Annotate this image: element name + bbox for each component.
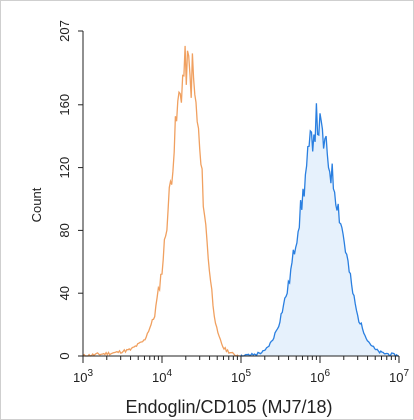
- series-1-area: [241, 103, 399, 356]
- y-tick-label: 40: [57, 286, 72, 300]
- plot-area: [82, 45, 399, 358]
- x-tick-label: 106: [310, 368, 330, 385]
- y-tick-label: 160: [57, 94, 72, 116]
- y-tick-label: 120: [57, 157, 72, 179]
- axes: 0 40 80 120 160 207 103 104 105 106 107: [57, 20, 409, 385]
- series-1-line: [240, 103, 399, 358]
- x-tick-label: 104: [152, 368, 172, 385]
- y-tick-label: 80: [57, 223, 72, 237]
- x-axis-label: Endoglin/CD105 (MJ7/18): [125, 397, 332, 417]
- series-0-line: [82, 45, 241, 357]
- x-tick-label: 107: [389, 368, 409, 385]
- y-axis-label: Count: [29, 187, 44, 222]
- y-tick-label: 0: [57, 352, 72, 359]
- x-tick-label: 103: [73, 368, 93, 385]
- x-tick-label: 105: [231, 368, 251, 385]
- y-tick-label: 207: [57, 20, 72, 42]
